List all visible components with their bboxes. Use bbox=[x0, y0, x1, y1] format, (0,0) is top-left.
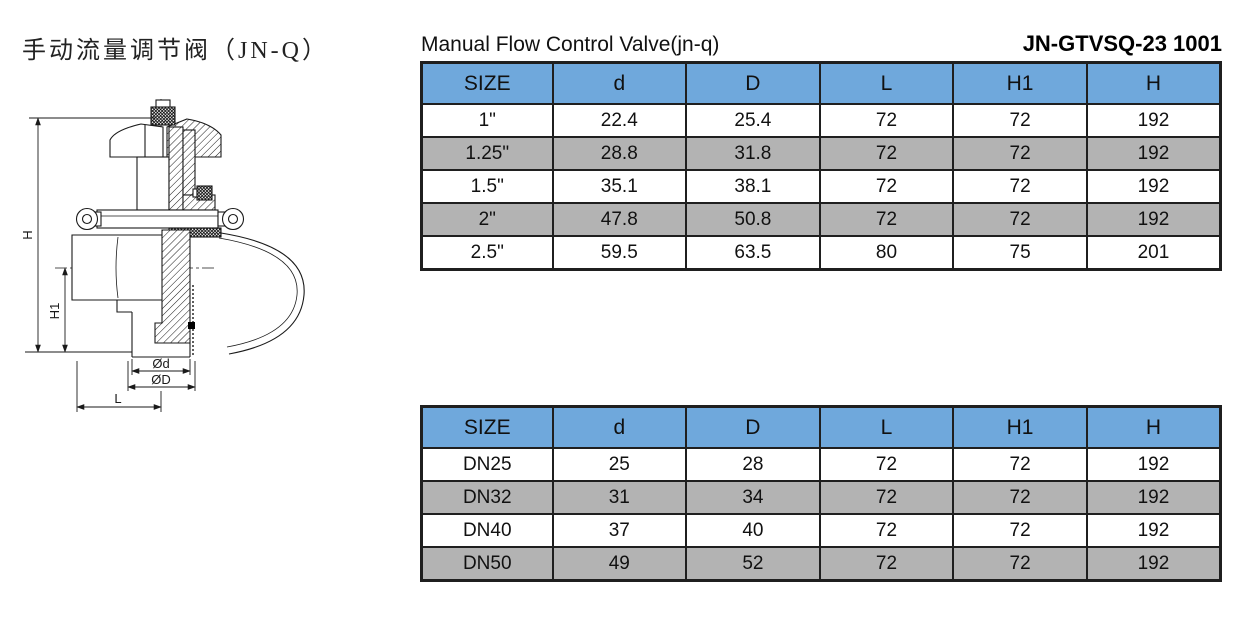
dim-label-H: H bbox=[20, 230, 35, 239]
table-row: 1.25" 28.8 31.8 72 72 192 bbox=[420, 136, 1222, 171]
table-cell: 63.5 bbox=[685, 235, 821, 271]
table-cell: 38.1 bbox=[685, 169, 821, 204]
table-header-row: SIZE d D L H1 H bbox=[420, 61, 1222, 105]
table-cell: 1.5" bbox=[420, 169, 554, 204]
adjust-knob bbox=[196, 185, 213, 201]
valve-technical-drawing: H H1 Ød ØD L bbox=[20, 99, 305, 412]
table-row: 1.5" 35.1 38.1 72 72 192 bbox=[420, 169, 1222, 204]
table-cell: 40 bbox=[685, 513, 821, 548]
table-cell: 72 bbox=[818, 513, 955, 548]
table-cell: 35.1 bbox=[551, 169, 688, 204]
table-cell: 72 bbox=[952, 169, 1088, 204]
table-cell: 34 bbox=[685, 480, 821, 515]
table-cell: 80 bbox=[818, 235, 955, 271]
table-cell: 72 bbox=[818, 202, 955, 237]
table-cell: 31.8 bbox=[685, 136, 821, 171]
table-cell: 72 bbox=[818, 546, 955, 582]
table-cell: 192 bbox=[1085, 202, 1222, 237]
table-cell: 72 bbox=[818, 103, 955, 138]
table-cell: 72 bbox=[818, 480, 955, 515]
table-cell: 47.8 bbox=[551, 202, 688, 237]
table-cell: 1" bbox=[420, 103, 554, 138]
dimensions bbox=[25, 117, 196, 412]
column-header: H1 bbox=[952, 405, 1088, 449]
table-cell: 72 bbox=[952, 447, 1088, 482]
table-cell: 192 bbox=[1085, 546, 1222, 582]
table-cell: 25.4 bbox=[685, 103, 821, 138]
dim-label-outer-diameter: ØD bbox=[151, 372, 171, 387]
table-cell: 72 bbox=[818, 169, 955, 204]
table-cell: 72 bbox=[952, 546, 1088, 582]
table-cell: DN40 bbox=[420, 513, 554, 548]
table-cell: 59.5 bbox=[551, 235, 688, 271]
table-cell: DN25 bbox=[420, 447, 554, 482]
table-cell: 75 bbox=[952, 235, 1088, 271]
page-title-english: Manual Flow Control Valve(jn-q) bbox=[421, 33, 720, 56]
valve-body bbox=[71, 229, 305, 355]
column-header: D bbox=[685, 405, 821, 449]
table-cell: 1.25" bbox=[420, 136, 554, 171]
column-header: H bbox=[1085, 405, 1222, 449]
dome-outer bbox=[220, 232, 305, 355]
table-cell: 72 bbox=[952, 513, 1088, 548]
table-row: 1" 22.4 25.4 72 72 192 bbox=[420, 103, 1222, 138]
table-cell: 37 bbox=[551, 513, 688, 548]
size-table-inch: SIZE d D L H1 H 1" 22.4 25.4 72 72 192 1.25" 28.8 31.… bbox=[420, 61, 1222, 271]
column-header: L bbox=[818, 61, 955, 105]
table-cell: 2" bbox=[420, 202, 554, 237]
table-cell: 72 bbox=[952, 480, 1088, 515]
table-row: 2.5" 59.5 63.5 80 75 201 bbox=[420, 235, 1222, 271]
table-cell: DN32 bbox=[420, 480, 554, 515]
table-row: DN50 49 52 72 72 192 bbox=[420, 546, 1222, 582]
table-cell: 192 bbox=[1085, 480, 1222, 515]
table-cell: 192 bbox=[1085, 169, 1222, 204]
seal-ring bbox=[188, 322, 195, 329]
outlet-pipe bbox=[131, 312, 191, 358]
table-cell: 52 bbox=[685, 546, 821, 582]
column-header: H bbox=[1085, 61, 1222, 105]
table-cell: 72 bbox=[818, 136, 955, 171]
dim-label-L: L bbox=[114, 391, 121, 406]
table-cell: 192 bbox=[1085, 447, 1222, 482]
column-header: H1 bbox=[952, 61, 1088, 105]
table-cell: 31 bbox=[551, 480, 688, 515]
column-header: L bbox=[818, 405, 955, 449]
column-header: D bbox=[685, 61, 821, 105]
table-row: 2" 47.8 50.8 72 72 192 bbox=[420, 202, 1222, 237]
table-cell: DN50 bbox=[420, 546, 554, 582]
valve-stem bbox=[136, 126, 216, 211]
table-row: DN40 37 40 72 72 192 bbox=[420, 513, 1222, 548]
table-header-row: SIZE d D L H1 H bbox=[420, 405, 1222, 449]
table-cell: 28.8 bbox=[551, 136, 688, 171]
table-cell: 28 bbox=[685, 447, 821, 482]
dim-label-inner-diameter: Ød bbox=[152, 356, 169, 371]
table-cell: 72 bbox=[952, 136, 1088, 171]
table-cell: 72 bbox=[952, 103, 1088, 138]
handwheel bbox=[109, 99, 222, 158]
table-cell: 22.4 bbox=[551, 103, 688, 138]
model-code: JN-GTVSQ-23 1001 bbox=[1022, 31, 1222, 56]
column-header: SIZE bbox=[420, 61, 554, 105]
table-row: DN25 25 28 72 72 192 bbox=[420, 447, 1222, 482]
column-header: d bbox=[551, 61, 688, 105]
clamp-ferrule bbox=[75, 207, 245, 238]
table-cell: 201 bbox=[1085, 235, 1222, 271]
table-cell: 50.8 bbox=[685, 202, 821, 237]
table-cell: 72 bbox=[818, 447, 955, 482]
page-title-chinese: 手动流量调节阀（JN-Q） bbox=[22, 38, 329, 64]
table-cell: 2.5" bbox=[420, 235, 554, 271]
table-row: DN32 31 34 72 72 192 bbox=[420, 480, 1222, 515]
dim-label-H1: H1 bbox=[47, 303, 62, 320]
size-table-dn: SIZE d D L H1 H DN25 25 28 72 72 192 DN32 31 34 72 72 19… bbox=[420, 405, 1222, 582]
table-cell: 72 bbox=[952, 202, 1088, 237]
table-cell: 25 bbox=[551, 447, 688, 482]
column-header: SIZE bbox=[420, 405, 554, 449]
table-cell: 192 bbox=[1085, 513, 1222, 548]
table-cell: 192 bbox=[1085, 103, 1222, 138]
table-cell: 49 bbox=[551, 546, 688, 582]
column-header: d bbox=[551, 405, 688, 449]
table-cell: 192 bbox=[1085, 136, 1222, 171]
dimension-labels: H H1 Ød ØD L bbox=[20, 230, 171, 406]
